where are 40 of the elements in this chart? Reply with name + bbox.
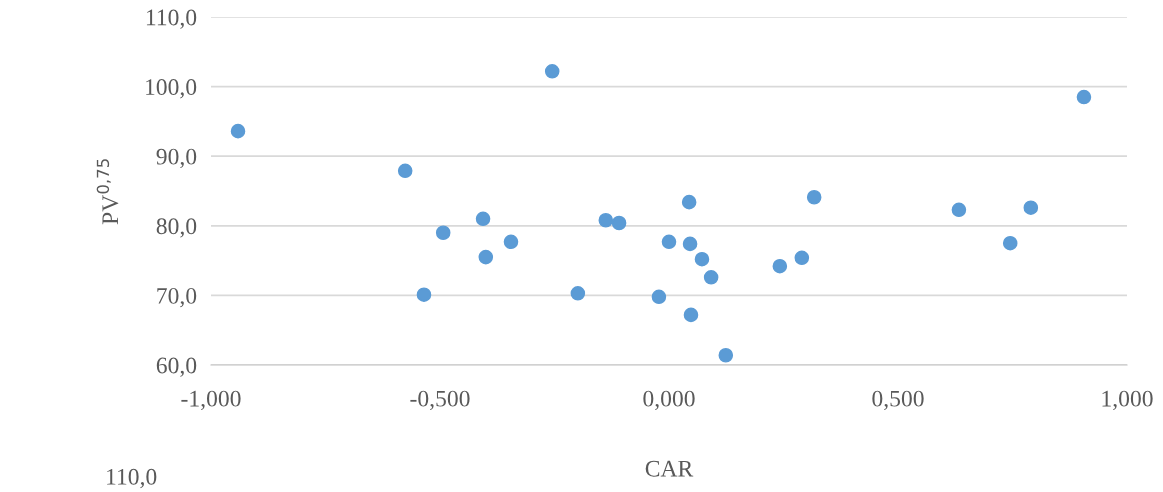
text: 110,0 [107,468,157,489]
point [397,163,413,179]
y-tick-label: 70,0 [157,287,197,308]
point [1002,235,1018,251]
point [683,307,699,323]
y-tick-label: 60,0 [156,357,197,377]
y-tick-label: 100,0 [146,79,197,99]
point [718,347,734,363]
x-tick-label: 1,000 [1102,390,1153,411]
point [1023,200,1039,215]
point [435,225,451,241]
y-tick-label: 110,0 [146,9,197,29]
x-tick-label: -1,000 [181,390,241,411]
x-axis-title: CAR [645,460,694,477]
point [682,236,698,252]
point [230,123,246,139]
point [416,287,432,302]
point [611,215,627,231]
x-tick-label: 0,000 [643,390,695,411]
point [772,258,788,274]
point [478,249,494,265]
point [681,194,697,210]
point [598,212,614,228]
point [661,234,677,250]
point [806,189,822,205]
point [544,64,560,79]
point [651,289,667,305]
y-tick-label: 80,0 [156,218,197,238]
point [794,250,810,266]
y-axis-title: PV$^{0,75}$ [96,159,119,225]
point [951,202,967,218]
x-tick-label: 0,500 [872,390,924,411]
point [694,251,710,267]
point [503,234,519,250]
point [703,270,719,285]
x-tick-label: -0,500 [410,390,470,411]
point [570,286,586,301]
y-tick-label: 90,0 [156,148,197,169]
point [475,211,491,227]
point [1076,89,1092,105]
